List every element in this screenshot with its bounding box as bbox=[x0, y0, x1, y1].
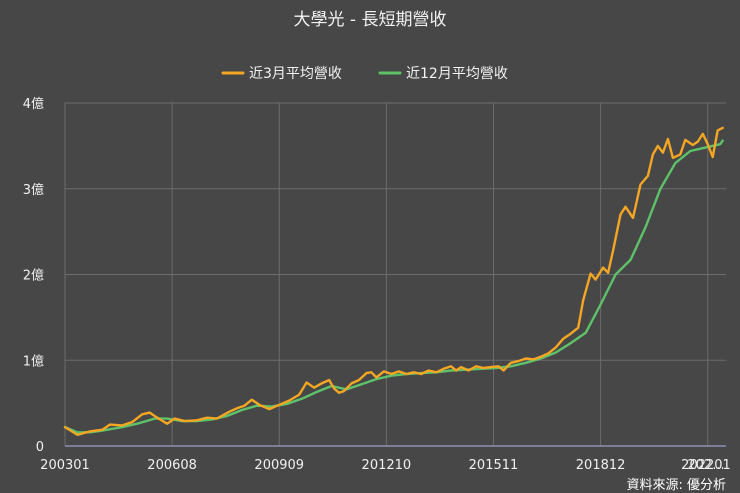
axis-ticks: 0 1億 2億 3億 4億 200301 200608 200909 201210 201511 2… bbox=[23, 96, 731, 473]
series-lines bbox=[63, 126, 724, 437]
legend: 近3月平均營收 近12月平均營收 bbox=[221, 66, 508, 82]
x-tick-label: 202... bbox=[687, 458, 724, 473]
x-tick-label: 201812 bbox=[576, 458, 626, 473]
series-line-short-term bbox=[63, 126, 724, 437]
y-tick-label: 1億 bbox=[23, 353, 44, 369]
chart-title: 大學光 - 長短期營收 bbox=[294, 10, 447, 30]
y-tick-label: 0 bbox=[36, 440, 44, 455]
legend-item-long-term[interactable]: 近12月平均營收 bbox=[378, 66, 508, 82]
x-tick-label: 201210 bbox=[362, 458, 412, 473]
y-tick-label: 3億 bbox=[23, 182, 44, 198]
x-tick-label: 200909 bbox=[254, 458, 304, 473]
y-tick-label: 4億 bbox=[23, 96, 44, 112]
x-tick-label: 201511 bbox=[469, 458, 519, 473]
x-tick-label: 200301 bbox=[40, 458, 90, 473]
source-note: 資料來源: 優分析 bbox=[626, 478, 726, 493]
x-tick-label: 200608 bbox=[147, 458, 197, 473]
legend-item-short-term[interactable]: 近3月平均營收 bbox=[221, 66, 342, 82]
y-tick-label: 2億 bbox=[23, 268, 44, 284]
legend-label-long-term: 近12月平均營收 bbox=[406, 66, 508, 82]
gridlines bbox=[64, 102, 726, 447]
x-tick-label: 202201 bbox=[681, 458, 731, 473]
legend-label-short-term: 近3月平均營收 bbox=[249, 66, 342, 82]
